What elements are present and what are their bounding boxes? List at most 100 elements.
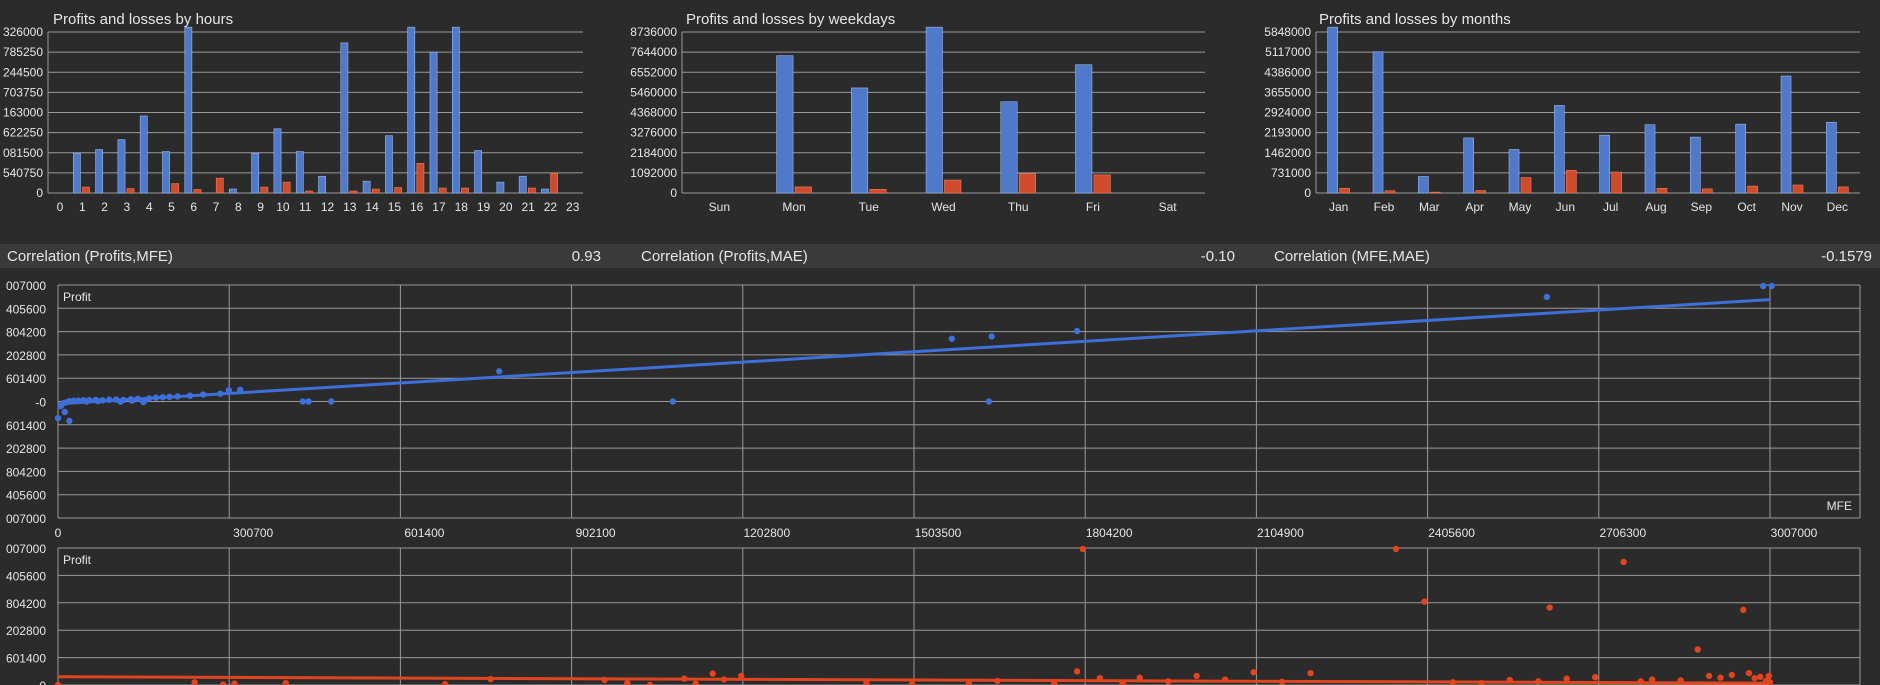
data-point [1449,679,1457,685]
data-point [692,680,699,685]
y-tick-label: 804200 [6,465,46,479]
x-tick-label: 3 [124,200,131,214]
profit-bar [1000,101,1018,194]
x-tick-label: 4 [146,200,153,214]
x-tick-label: Feb [1374,200,1395,214]
x-tick-label: 1804200 [1086,526,1133,540]
data-point [54,414,62,422]
y-tick-label: 804200 [6,597,46,611]
profit-bar [251,153,260,194]
loss-bar [394,187,402,194]
x-tick-label: 2 [101,200,108,214]
profit-bar [1327,26,1338,194]
y-tick-label: 622250 [3,126,43,140]
y-tick-label: 7644000 [630,45,677,59]
data-point [908,680,916,685]
profit-bar [139,115,148,194]
y-tick-label: 804200 [6,326,46,340]
bar-chart-3: Profits and losses by months 0 731000 14620… [1264,11,1860,214]
data-point [134,395,141,402]
y-tick-label: 007000 [6,279,46,293]
x-tick-label: Fri [1086,200,1100,214]
x-tick-label: 2706300 [1599,526,1646,540]
y-tick-label: 3276000 [630,126,677,140]
y-tick-label: 0 [670,186,677,200]
x-tick-label: 18 [455,200,469,214]
loss-bar [869,189,887,194]
y-tick-label: 8736000 [630,25,677,39]
x-tick-label: 22 [544,200,558,214]
profit-bar [518,175,527,194]
loss-bar [1520,177,1532,194]
data-point [646,681,654,685]
y-tick-label: 703750 [3,85,43,99]
correlation-label: Correlation (Profits,MFE) [7,248,173,265]
x-tick-label: 601400 [404,526,444,540]
data-point [1648,676,1656,683]
x-tick-label: 15 [388,200,402,214]
data-point [1637,678,1644,685]
data-point [70,397,78,404]
y-tick-label: 202800 [6,442,46,456]
correlation-value: -0.10 [1201,248,1235,265]
data-point [1073,668,1081,675]
loss-bar [794,186,812,194]
x-tick-label: 1202800 [743,526,790,540]
data-point [1694,646,1701,653]
x-tick-label: 19 [477,200,491,214]
data-point [601,676,608,684]
loss-bar [1093,174,1111,194]
x-tick-label: Sun [709,200,730,214]
y-tick-label: 601400 [6,372,46,386]
data-point [1073,327,1081,335]
data-point [948,335,956,342]
y-tick-label: 007000 [6,512,46,526]
x-tick-label: 902100 [576,526,616,540]
data-point [106,396,113,403]
y-tick-label: 785250 [3,45,43,59]
y-tick-label: -0 [35,396,46,410]
profit-bar [73,153,81,194]
loss-bar [944,179,962,194]
profit-bar [318,175,326,194]
loss-bar [1702,188,1713,194]
profit-bar [1418,176,1429,194]
data-point [1620,558,1627,566]
y-tick-label: 202800 [6,624,46,638]
x-tick-label: May [1509,200,1532,214]
profit-bar [95,149,104,194]
y-tick-label: 2184000 [630,146,677,160]
profit-bar [407,26,416,194]
y-tick-label: 0 [1304,186,1311,200]
y-tick-label: 4386000 [1264,65,1311,79]
x-tick-label: 10 [276,200,290,214]
profit-bar [925,26,943,194]
y-tick-label: 5460000 [630,85,677,99]
data-point [236,386,244,394]
profit-bar [474,150,482,194]
series-label: Profit [63,553,92,567]
data-point [282,679,289,685]
chart-title: Profits and losses by months [1319,11,1511,28]
data-point [1765,672,1773,680]
x-tick-label: 14 [365,200,379,214]
x-tick-label: 12 [321,200,335,214]
data-point [1728,671,1736,679]
y-tick-label: 202800 [6,349,46,363]
loss-bar [1339,188,1350,194]
data-point [219,681,227,685]
x-tick-label: 11 [299,200,312,214]
y-tick-label: 163000 [3,106,43,120]
profit-bar [851,87,869,194]
data-point [1766,679,1774,685]
profit-bar [1463,137,1474,194]
data-point [1392,545,1400,553]
loss-bar [461,187,469,194]
x-tick-label: Tue [859,200,880,214]
correlation-label: Correlation (Profits,MAE) [641,248,808,265]
x-tick-label: Aug [1645,200,1666,214]
x-tick-label: 17 [432,200,446,214]
profit-bar [273,128,282,194]
data-point [496,368,503,375]
data-point [1740,606,1747,614]
